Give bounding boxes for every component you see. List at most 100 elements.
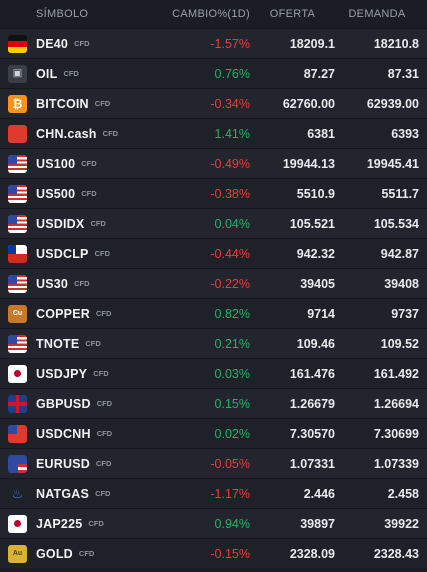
bid-price[interactable]: 5510.9 — [296, 186, 335, 201]
cfd-tag: CFD — [96, 309, 112, 318]
table-row[interactable]: Cu COPPER CFD 0.82% 9714 9737 — [0, 298, 427, 328]
change-value: 0.04% — [214, 216, 250, 231]
ask-price[interactable]: 109.52 — [380, 336, 419, 351]
header-symbol[interactable]: SÍMBOLO — [36, 8, 89, 20]
cfd-tag: CFD — [81, 159, 97, 168]
change-value: -1.17% — [210, 486, 250, 501]
table-row[interactable]: US500 CFD -0.38% 5510.9 5511.7 — [0, 178, 427, 208]
bid-price[interactable]: 1.26679 — [289, 396, 335, 411]
ask-price[interactable]: 161.492 — [373, 366, 419, 381]
cfd-tag: CFD — [78, 549, 95, 558]
ask-price[interactable]: 942.87 — [380, 246, 419, 261]
cfd-tag: CFD — [81, 189, 97, 198]
ask-price[interactable]: 1.26694 — [373, 396, 419, 411]
table-row[interactable]: USDJPY CFD 0.03% 161.476 161.492 — [0, 358, 427, 388]
table-row[interactable]: US30 CFD -0.22% 39405 39408 — [0, 268, 427, 298]
symbol-name: DE40 — [36, 36, 69, 51]
table-row[interactable]: ₿ BITCOIN CFD -0.34% 62760.00 62939.00 — [0, 88, 427, 118]
germany-flag-icon — [8, 34, 27, 53]
symbol-name: COPPER — [36, 306, 90, 321]
bid-price[interactable]: 19944.13 — [282, 156, 335, 171]
ask-price[interactable]: 19945.41 — [366, 156, 419, 171]
bid-price[interactable]: 7.30570 — [289, 426, 335, 441]
bid-price[interactable]: 6381 — [307, 126, 335, 141]
table-row[interactable]: TNOTE CFD 0.21% 109.46 109.52 — [0, 328, 427, 358]
change-value: 0.82% — [214, 306, 250, 321]
cfd-tag: CFD — [94, 99, 111, 108]
change-value: -0.34% — [210, 96, 250, 111]
ask-price[interactable]: 105.534 — [373, 216, 419, 231]
eur-usd-flags-icon — [8, 454, 27, 473]
change-value: -0.22% — [210, 276, 250, 291]
symbol-name: USDCLP — [36, 246, 89, 261]
table-row[interactable]: ▣ OIL CFD 0.76% 87.27 87.31 — [0, 58, 427, 88]
change-value: -0.38% — [210, 186, 250, 201]
table-row[interactable]: ♨ NATGAS CFD -1.17% 2.446 2.458 — [0, 478, 427, 508]
china-flag-icon — [8, 124, 27, 143]
usd-cnh-flags-icon — [8, 424, 27, 443]
header-change[interactable]: CAMBIO%(1D) — [172, 8, 250, 20]
symbol-name: US30 — [36, 276, 69, 291]
ask-price[interactable]: 7.30699 — [373, 426, 419, 441]
table-row[interactable]: CHN.cash CFD 1.41% 6381 6393 — [0, 118, 427, 148]
bid-price[interactable]: 39405 — [300, 276, 335, 291]
gold-icon: Au — [8, 544, 27, 563]
symbol-name: USDJPY — [36, 366, 88, 381]
table-row[interactable]: USDCLP CFD -0.44% 942.32 942.87 — [0, 238, 427, 268]
ask-price[interactable]: 39922 — [384, 516, 419, 531]
usa-flag-icon — [8, 334, 27, 353]
table-row[interactable]: DE40 CFD -1.57% 18209.1 18210.8 — [0, 28, 427, 58]
table-header: SÍMBOLO CAMBIO%(1D) OFERTA DEMANDA — [0, 0, 427, 28]
bid-price[interactable]: 18209.1 — [289, 36, 335, 51]
ask-price[interactable]: 18210.8 — [373, 36, 419, 51]
symbol-name: OIL — [36, 66, 58, 81]
oil-barrel-icon: ▣ — [8, 64, 27, 83]
ask-price[interactable]: 2328.43 — [373, 546, 419, 561]
bid-price[interactable]: 942.32 — [296, 246, 335, 261]
change-value: -0.05% — [210, 456, 250, 471]
ask-price[interactable]: 9737 — [391, 306, 419, 321]
bid-price[interactable]: 161.476 — [289, 366, 335, 381]
bid-price[interactable]: 2328.09 — [289, 546, 335, 561]
change-value: -0.44% — [210, 246, 250, 261]
header-bid[interactable]: OFERTA — [269, 8, 316, 20]
bid-price[interactable]: 109.46 — [296, 336, 335, 351]
table-row[interactable]: JAP225 CFD 0.94% 39897 39922 — [0, 508, 427, 538]
ask-price[interactable]: 6393 — [391, 126, 419, 141]
bid-price[interactable]: 9714 — [307, 306, 335, 321]
ask-price[interactable]: 39408 — [384, 276, 419, 291]
table-row[interactable]: US100 CFD -0.49% 19944.13 19945.41 — [0, 148, 427, 178]
table-row[interactable]: USDCNH CFD 0.02% 7.30570 7.30699 — [0, 418, 427, 448]
ask-price[interactable]: 87.31 — [387, 66, 419, 81]
change-value: 1.41% — [214, 126, 250, 141]
cfd-tag: CFD — [93, 369, 109, 378]
table-row[interactable]: GBPUSD CFD 0.15% 1.26679 1.26694 — [0, 388, 427, 418]
usa-flag-icon — [8, 274, 27, 293]
bid-price[interactable]: 62760.00 — [282, 96, 335, 111]
symbol-name: USDIDX — [36, 216, 85, 231]
table-row[interactable]: Au GOLD CFD -0.15% 2328.09 2328.43 — [0, 538, 427, 568]
cfd-tag: CFD — [85, 339, 101, 348]
ask-price[interactable]: 2.458 — [387, 486, 419, 501]
bid-price[interactable]: 105.521 — [289, 216, 335, 231]
header-ask[interactable]: DEMANDA — [348, 8, 406, 20]
change-value: 0.21% — [214, 336, 250, 351]
bid-price[interactable]: 87.27 — [303, 66, 335, 81]
table-row[interactable]: USDIDX CFD 0.04% 105.521 105.534 — [0, 208, 427, 238]
ask-price[interactable]: 1.07339 — [373, 456, 419, 471]
ask-price[interactable]: 62939.00 — [366, 96, 419, 111]
gbp-usd-flags-icon — [8, 394, 27, 413]
symbol-name: BITCOIN — [36, 96, 89, 111]
ask-price[interactable]: 5511.7 — [381, 186, 419, 201]
bid-price[interactable]: 39897 — [300, 516, 335, 531]
usa-flag-icon — [8, 184, 27, 203]
cfd-tag: CFD — [88, 519, 104, 528]
change-value: 0.15% — [214, 396, 250, 411]
bid-price[interactable]: 1.07331 — [289, 456, 335, 471]
table-row[interactable]: EURUSD CFD -0.05% 1.07331 1.07339 — [0, 448, 427, 478]
bid-price[interactable]: 2.446 — [303, 486, 335, 501]
copper-icon: Cu — [8, 304, 27, 323]
japan-flag-icon — [8, 514, 27, 533]
cfd-tag: CFD — [96, 399, 113, 408]
symbol-name: JAP225 — [36, 516, 83, 531]
